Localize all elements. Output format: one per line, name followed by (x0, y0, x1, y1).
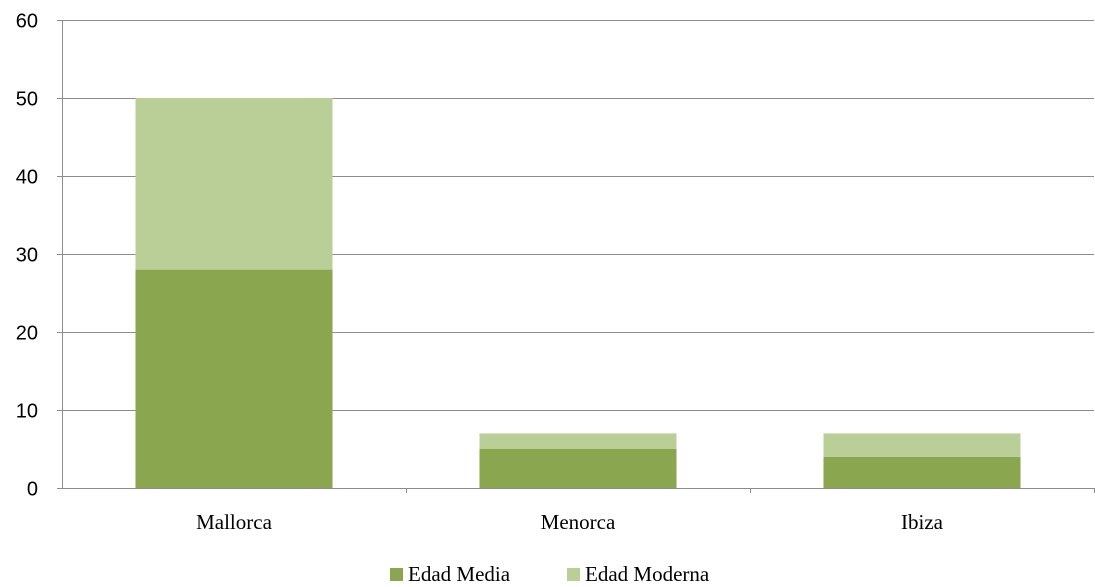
y-tick-label: 30 (16, 245, 38, 267)
y-tick-label: 40 (16, 167, 38, 189)
x-category-label: Mallorca (196, 510, 272, 534)
x-category-label: Ibiza (901, 510, 944, 534)
y-tick-label: 0 (27, 479, 38, 501)
y-tick-label: 50 (16, 89, 38, 111)
bar-ibiza-edad-moderna (823, 433, 1021, 457)
legend-swatch (390, 568, 403, 581)
bar-ibiza-edad-media (823, 456, 1021, 488)
bar-menorca-edad-media (479, 449, 677, 488)
y-axis-ticks: 0 10 20 30 40 50 60 (16, 11, 38, 501)
legend-label: Edad Moderna (585, 562, 710, 586)
y-tick-label: 60 (16, 11, 38, 33)
legend-swatch (567, 568, 580, 581)
legend-label: Edad Media (408, 562, 511, 586)
y-tick-label: 20 (16, 323, 38, 345)
bar-mallorca-edad-moderna (135, 98, 333, 270)
bars (135, 98, 1021, 488)
x-axis-categories: Mallorca Menorca Ibiza (196, 510, 944, 534)
bar-menorca-edad-moderna (479, 433, 677, 449)
x-category-label: Menorca (541, 510, 616, 534)
bar-mallorca-edad-media (135, 269, 333, 488)
y-tick-label: 10 (16, 401, 38, 423)
legend: Edad Media Edad Moderna (390, 562, 710, 586)
